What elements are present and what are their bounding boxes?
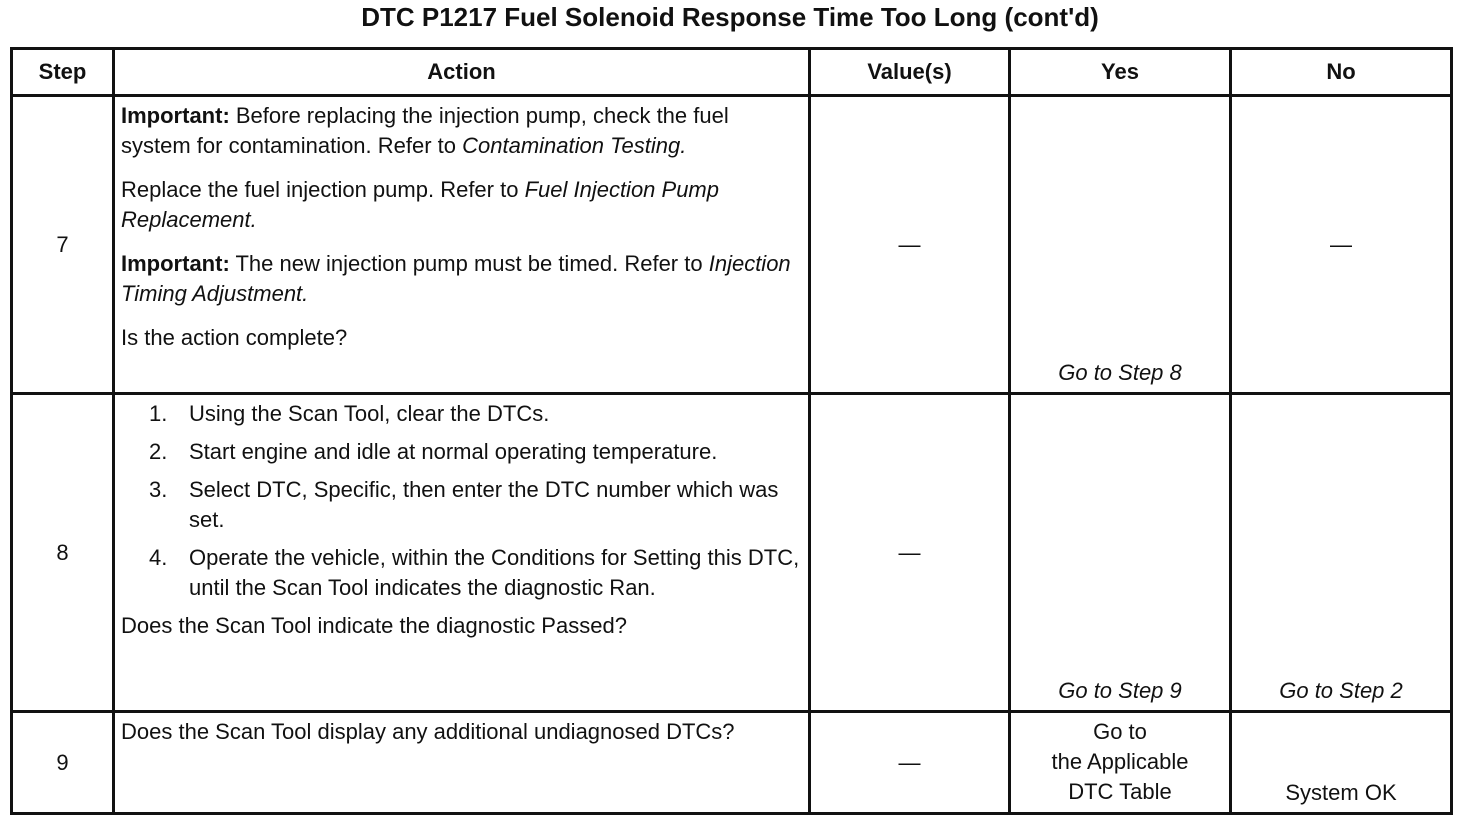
header-cell: Value(s) — [808, 47, 1011, 97]
action-paragraph: 2. Start engine and idle at normal operat… — [121, 437, 802, 467]
bold-text: Important: — [121, 251, 230, 276]
italic-text: Contamination Testing. — [462, 133, 687, 158]
text: Before replacing the injection pump, che… — [121, 103, 729, 158]
header-cell: Step — [10, 47, 115, 97]
italic-text: Injection Timing Adjustment. — [121, 251, 791, 306]
step-cell: 7 — [10, 94, 115, 395]
italic-text: Go to Step 8 — [1058, 360, 1182, 385]
italic-text: Fuel Injection Pump Replacement. — [121, 177, 719, 232]
step-row: 7 Important: Before replacing the injecti… — [10, 94, 1453, 395]
no-cell: — — [1229, 94, 1453, 395]
yes-text: DTC Table — [1017, 777, 1223, 807]
text: Start engine and idle at normal operatin… — [189, 439, 718, 464]
action-paragraph: 4. Operate the vehicle, within the Condit… — [121, 543, 802, 603]
step-cell: 8 — [10, 392, 115, 713]
header-cell: No — [1229, 47, 1453, 97]
no-text: Go to Step 2 — [1238, 676, 1444, 706]
yes-cell: Go to Step 9 — [1008, 392, 1232, 713]
no-cell: System OK — [1229, 710, 1453, 815]
yes-text: Go to Step 9 — [1017, 676, 1223, 706]
step-cell: 9 — [10, 710, 115, 815]
yes-text: the Applicable — [1017, 747, 1223, 777]
text: Operate the vehicle, within the Conditio… — [189, 545, 800, 600]
text: — — [898, 539, 921, 565]
text: Does the Scan Tool indicate the diagnost… — [121, 613, 627, 638]
action-paragraph: 1. Using the Scan Tool, clear the DTCs. — [121, 399, 802, 429]
bold-text: Important: — [121, 103, 230, 128]
header-cell: Yes — [1008, 47, 1232, 97]
value-text: — — [817, 538, 1002, 568]
yes-text: Go to Step 8 — [1017, 358, 1223, 388]
action-paragraph: Important: Before replacing the injectio… — [121, 101, 802, 161]
italic-text: Go to Step 9 — [1058, 678, 1182, 703]
text: DTC Table — [1068, 779, 1172, 804]
text: — — [1330, 231, 1352, 257]
list-text: Select DTC, Specific, then enter the DTC… — [189, 475, 802, 535]
yes-text: Go to — [1017, 717, 1223, 747]
list-number: 3. — [149, 477, 168, 502]
text: — — [898, 749, 921, 775]
yes-cell: Go to the Applicable DTC Table — [1008, 710, 1232, 815]
text: — — [898, 231, 921, 257]
text: Select DTC, Specific, then enter the DTC… — [189, 477, 779, 532]
action-paragraph: Does the Scan Tool display any additiona… — [121, 717, 802, 747]
text: Does the Scan Tool display any additiona… — [121, 719, 735, 744]
value-text: — — [817, 230, 1002, 260]
list-text: Using the Scan Tool, clear the DTCs. — [189, 399, 549, 429]
action-paragraph: 3. Select DTC, Specific, then enter the D… — [121, 475, 802, 535]
text: Is the action complete? — [121, 325, 348, 350]
list-number: 2. — [149, 439, 168, 464]
text: Using the Scan Tool, clear the DTCs. — [189, 401, 550, 426]
no-text: System OK — [1238, 778, 1444, 808]
header-cell: Action — [112, 47, 811, 97]
list-number: 1. — [149, 401, 168, 426]
list-number: 4. — [149, 545, 168, 570]
table-body: 7 Important: Before replacing the injecti… — [10, 94, 1453, 815]
list-text: Operate the vehicle, within the Conditio… — [189, 543, 802, 603]
value-cell: — — [808, 94, 1011, 395]
action-cell: Does the Scan Tool display any additiona… — [112, 710, 811, 815]
value-text: — — [817, 748, 1002, 778]
text: Go to — [1093, 719, 1147, 744]
list-text: Start engine and idle at normal operatin… — [189, 437, 717, 467]
value-cell: — — [808, 710, 1011, 815]
no-cell: Go to Step 2 — [1229, 392, 1453, 713]
action-cell: Important: Before replacing the injectio… — [112, 94, 811, 395]
step-row: 9 Does the Scan Tool display any addition… — [10, 710, 1453, 815]
title: DTC P1217 Fuel Solenoid Response Time To… — [361, 2, 1099, 32]
text: The new injection pump must be timed. Re… — [229, 251, 709, 276]
action-cell: 1. Using the Scan Tool, clear the DTCs. 2.… — [112, 392, 811, 713]
text: System OK — [1285, 780, 1397, 805]
step-row: 8 1. Using the Scan Tool, clear the DTCs. 2… — [10, 392, 1453, 713]
header-row: Step Action Value(s) Yes No — [10, 47, 1453, 97]
action-paragraph: Is the action complete? — [121, 323, 802, 353]
italic-text: Go to Step 2 — [1279, 678, 1403, 703]
action-paragraph: Important: The new injection pump must b… — [121, 249, 802, 309]
action-paragraph: Replace the fuel injection pump. Refer t… — [121, 175, 802, 235]
yes-cell: Go to Step 8 — [1008, 94, 1232, 395]
value-cell: — — [808, 392, 1011, 713]
dtc-table: Step Action Value(s) Yes No 7 Important: Befo… — [10, 47, 1453, 815]
action-paragraph: Does the Scan Tool indicate the diagnost… — [121, 611, 802, 641]
text: Replace the fuel injection pump. Refer t… — [121, 177, 525, 202]
text: the Applicable — [1051, 749, 1189, 774]
no-text: — — [1238, 230, 1444, 260]
